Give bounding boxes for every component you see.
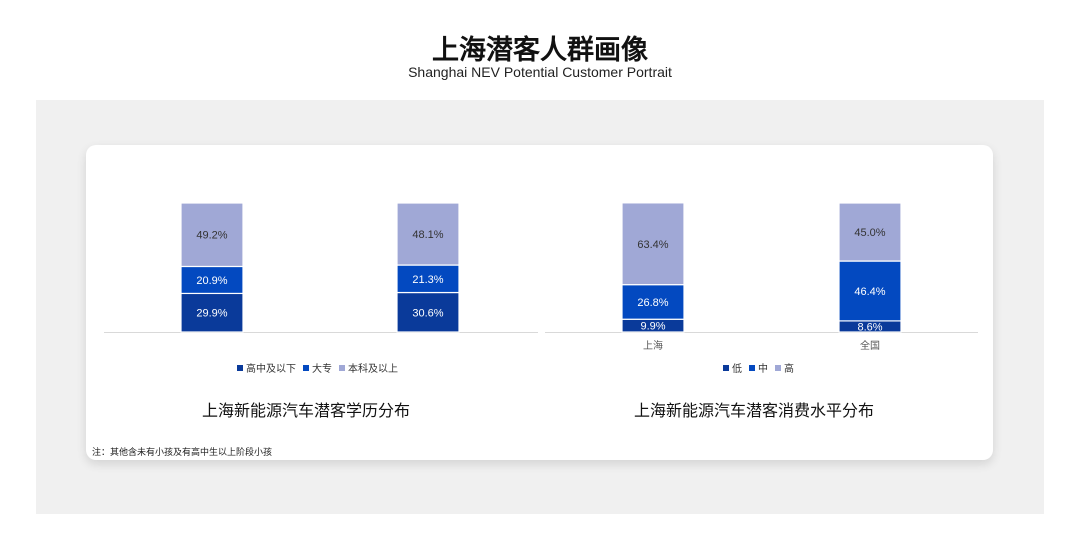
chart-title-education: 上海新能源汽车潜客学历分布 <box>201 401 410 420</box>
data-label: 48.1% <box>412 229 443 241</box>
legend-label: 低 <box>732 362 742 375</box>
bar-segment <box>621 284 685 320</box>
legend-label: 本科及以上 <box>348 362 398 375</box>
data-label: 45.0% <box>854 227 885 239</box>
x-tick-label: 上海 <box>643 339 663 352</box>
footnote: 注：其他含未有小孩及有高中生以上阶段小孩 <box>92 448 273 458</box>
data-label: 49.2% <box>196 230 227 242</box>
legend-swatch <box>339 365 345 371</box>
bar-segment <box>396 291 460 333</box>
chart-card: 29.9% 20.9% 49.2% 30.6% 21.3% 48.1% 高中及以下 大专 本科及… <box>86 145 993 460</box>
data-label: 21.3% <box>412 274 443 286</box>
legend-label: 高 <box>784 362 794 375</box>
chart-title-consumption: 上海新能源汽车潜客消费水平分布 <box>633 401 874 420</box>
data-label: 30.6% <box>412 307 443 319</box>
bar-segment <box>621 202 685 286</box>
bar-segment <box>396 264 460 294</box>
data-label: 20.9% <box>196 275 227 287</box>
data-label: 29.9% <box>196 308 227 320</box>
legend-label: 高中及以下 <box>246 362 296 375</box>
data-label: 26.8% <box>637 297 668 309</box>
page-title: 上海潜客人群画像 <box>432 35 648 66</box>
bar-segment <box>396 202 460 266</box>
x-tick-label: 全国 <box>860 339 880 352</box>
legend-swatch <box>775 365 781 371</box>
legend-swatch <box>303 365 309 371</box>
bar-segment <box>180 292 244 333</box>
data-label: 46.4% <box>854 286 885 298</box>
data-label: 9.9% <box>640 321 665 333</box>
charts-svg: 29.9% 20.9% 49.2% 30.6% 21.3% 48.1% 高中及以下 大专 本科及… <box>104 202 978 375</box>
bar-segment <box>838 202 902 262</box>
legend-swatch <box>749 365 755 371</box>
bar-segment <box>180 202 244 268</box>
legend-label: 大专 <box>312 362 332 375</box>
page-subtitle: Shanghai NEV Potential Customer Portrait <box>408 64 672 80</box>
data-label: 63.4% <box>637 239 668 251</box>
legend-label: 中 <box>758 362 768 375</box>
data-label: 8.6% <box>857 321 882 333</box>
legend-swatch <box>237 365 243 371</box>
legend-swatch <box>723 365 729 371</box>
